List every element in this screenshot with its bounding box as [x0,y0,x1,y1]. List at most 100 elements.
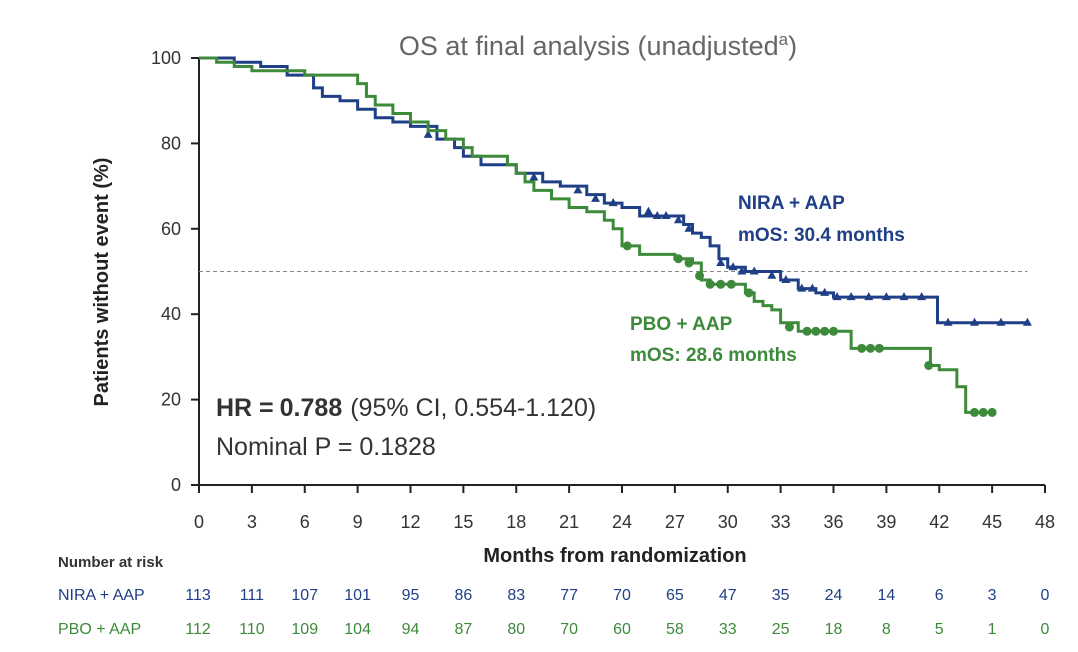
censor-mark-nira [716,257,726,266]
x-tick-label: 39 [876,512,896,532]
x-tick-label: 21 [559,512,579,532]
censor-mark-pbo [695,271,705,281]
series-pbo [199,56,997,417]
censor-mark-nira [573,185,583,194]
x-tick-label: 36 [823,512,843,532]
censor-mark-nira [423,129,433,138]
censor-mark-nira [881,292,891,301]
censor-mark-nira [661,210,671,219]
risk-value-nira: 113 [185,587,211,604]
legend-pbo-name: PBO + AAP [630,314,733,335]
risk-value-pbo: 25 [772,621,790,638]
risk-value-pbo: 109 [291,621,318,638]
censor-mark-nira [996,317,1006,326]
risk-value-pbo: 70 [560,621,578,638]
risk-value-pbo: 33 [719,621,737,638]
x-tick-label: 12 [400,512,420,532]
legend-nira-median: mOS: 30.4 months [738,225,905,246]
censor-mark-pbo [622,241,632,251]
risk-value-nira: 47 [719,587,737,604]
x-tick-label: 45 [982,512,1002,532]
chart-title: OS at final analysis (unadjusteda) [399,30,797,61]
x-tick-label: 42 [929,512,949,532]
censor-mark-nira [846,292,856,301]
y-tick-label: 60 [161,219,181,239]
hr-annotation: HR = 0.788 (95% CI, 0.554-1.120) [216,394,596,422]
censor-mark-nira [970,317,979,326]
y-tick-label: 0 [171,475,181,495]
risk-value-nira: 24 [825,587,843,604]
censor-mark-pbo [811,326,821,336]
x-tick-label: 24 [612,512,632,532]
censor-mark-nira [1022,317,1032,326]
x-tick-label: 6 [300,512,310,532]
risk-value-pbo: 5 [935,621,944,638]
censor-mark-nira [917,292,927,301]
censor-mark-nira [899,292,909,301]
censor-mark-nira [684,223,694,232]
risk-value-pbo: 110 [239,621,265,638]
risk-row-label-nira: NIRA + AAP [58,587,145,604]
x-tick-label: 0 [194,512,204,532]
censor-mark-pbo [684,258,694,268]
censor-mark-nira [591,193,601,202]
risk-value-nira: 14 [877,587,895,604]
y-tick-label: 80 [161,133,181,153]
censor-mark-pbo [970,407,979,417]
censor-mark-pbo [924,360,934,370]
km-curve-nira [199,56,1028,325]
y-tick-label: 100 [151,48,181,68]
censor-mark-pbo [874,343,884,353]
x-tick-label: 48 [1035,512,1055,532]
censor-mark-nira [529,172,539,181]
censor-mark-nira [737,266,747,275]
risk-value-nira: 101 [344,587,371,604]
censor-mark-nira [864,292,874,301]
censor-mark-pbo [987,407,997,417]
y-tick-label: 20 [161,390,181,410]
censor-mark-nira [749,266,759,275]
censor-mark-nira [767,270,777,279]
censor-mark-nira [608,198,618,207]
risk-value-nira: 0 [1041,587,1050,604]
y-axis-title: Patients without event (%) [91,158,113,407]
risk-value-nira: 95 [402,587,420,604]
x-tick-label: 27 [665,512,685,532]
risk-value-pbo: 87 [454,621,472,638]
x-axis-title: Months from randomization [483,545,746,567]
x-tick-label: 9 [353,512,363,532]
series-nira [199,56,1032,326]
censor-mark-pbo [726,279,736,289]
risk-value-nira: 111 [240,587,264,604]
x-tick-label: 18 [506,512,526,532]
legend-nira-name: NIRA + AAP [738,193,845,214]
risk-value-nira: 86 [454,587,472,604]
censor-mark-nira [943,317,953,326]
risk-value-nira: 35 [772,587,790,604]
censor-mark-nira [728,262,738,271]
risk-value-pbo: 94 [402,621,420,638]
censor-mark-nira [807,283,817,292]
title-superscript: a [779,30,789,49]
censor-mark-nira [643,206,653,215]
censor-mark-nira [781,275,791,284]
risk-value-pbo: 80 [507,621,525,638]
risk-value-pbo: 104 [344,621,371,638]
p-value-annotation: Nominal P = 0.1828 [216,433,436,461]
censor-mark-pbo [829,326,838,336]
risk-value-nira: 83 [507,587,525,604]
x-tick-label: 30 [718,512,738,532]
risk-value-pbo: 8 [882,621,891,638]
survival-curves [199,56,1032,417]
risk-value-nira: 70 [613,587,631,604]
risk-value-pbo: 0 [1041,621,1050,638]
censor-mark-pbo [978,407,988,417]
censor-mark-pbo [802,326,812,336]
censor-mark-pbo [744,288,754,298]
y-tick-label: 40 [161,304,181,324]
risk-value-pbo: 112 [185,621,211,638]
